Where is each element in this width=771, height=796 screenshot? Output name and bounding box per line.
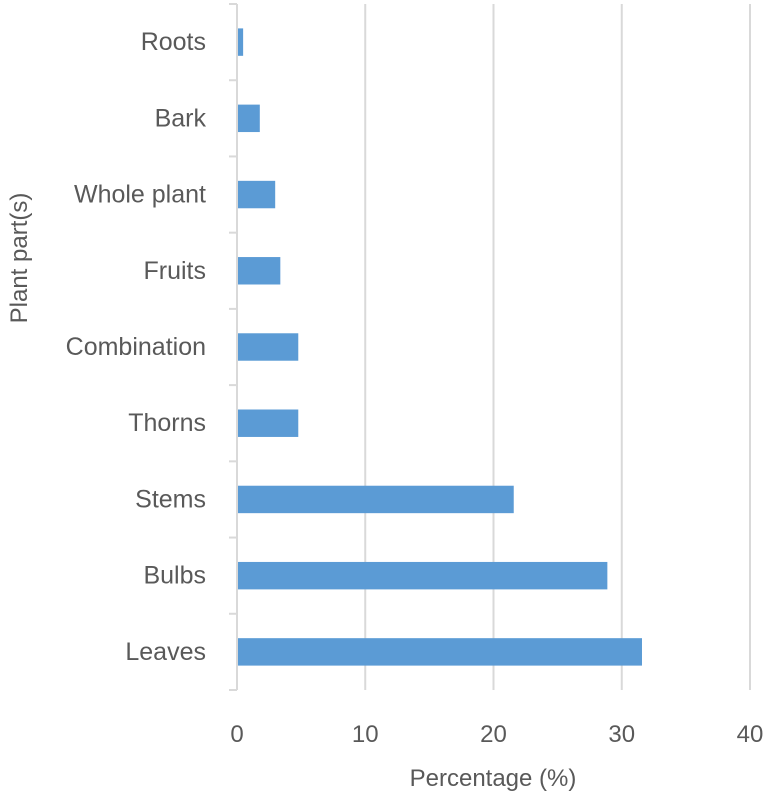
x-tick-labels: 0 10 20 30 40 [230, 721, 763, 748]
bars [238, 28, 642, 666]
x-axis-title: Percentage (%) [410, 765, 577, 792]
category-label: Bulbs [143, 562, 206, 590]
y-axis [229, 3, 238, 691]
x-tick-label: 10 [352, 721, 379, 748]
category-label: Fruits [144, 257, 207, 285]
category-label: Roots [141, 28, 206, 56]
category-label: Thorns [128, 409, 206, 437]
x-tick-label: 40 [737, 721, 764, 748]
category-label: Bark [155, 104, 207, 132]
bar [238, 28, 244, 56]
category-label: Leaves [125, 638, 206, 666]
category-label: Combination [66, 333, 206, 361]
bar [238, 409, 299, 437]
x-tick-label: 30 [608, 721, 635, 748]
y-axis-title: Plant part(s) [6, 193, 33, 324]
category-label: Stems [135, 485, 206, 513]
bar [238, 180, 276, 209]
bar [238, 638, 642, 666]
bar [238, 485, 514, 514]
bar [238, 257, 281, 285]
x-tick-label: 20 [480, 721, 507, 748]
category-labels: Roots Bark Whole plant Fruits Combination Tho… [66, 28, 207, 666]
category-label: Whole plant [74, 181, 206, 209]
bar [238, 561, 608, 590]
bar [238, 333, 299, 361]
x-tick-label: 0 [230, 721, 243, 748]
bar [238, 104, 260, 133]
